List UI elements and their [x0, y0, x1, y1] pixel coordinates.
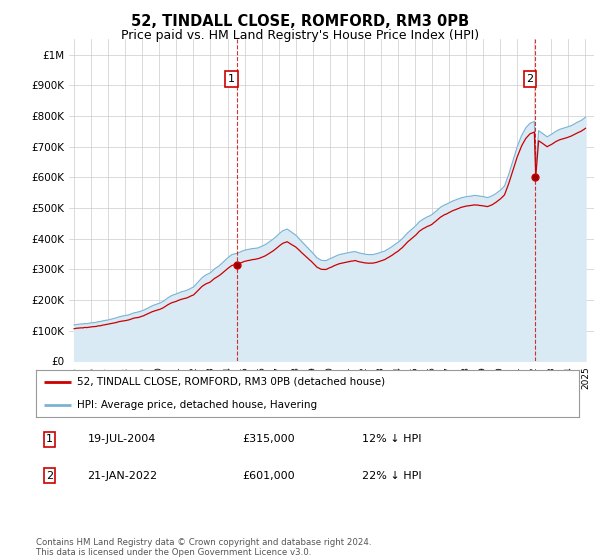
- Text: 2: 2: [46, 471, 53, 480]
- Text: 21-JAN-2022: 21-JAN-2022: [88, 471, 158, 480]
- Text: 12% ↓ HPI: 12% ↓ HPI: [362, 435, 421, 445]
- Text: 1: 1: [228, 74, 235, 84]
- Text: £601,000: £601,000: [242, 471, 295, 480]
- Text: 19-JUL-2004: 19-JUL-2004: [88, 435, 156, 445]
- Text: 52, TINDALL CLOSE, ROMFORD, RM3 0PB: 52, TINDALL CLOSE, ROMFORD, RM3 0PB: [131, 14, 469, 29]
- Text: 1: 1: [46, 435, 53, 445]
- Text: HPI: Average price, detached house, Havering: HPI: Average price, detached house, Have…: [77, 400, 317, 410]
- Text: Contains HM Land Registry data © Crown copyright and database right 2024.
This d: Contains HM Land Registry data © Crown c…: [36, 538, 371, 557]
- Text: 22% ↓ HPI: 22% ↓ HPI: [362, 471, 421, 480]
- Text: Price paid vs. HM Land Registry's House Price Index (HPI): Price paid vs. HM Land Registry's House …: [121, 29, 479, 42]
- Text: £315,000: £315,000: [242, 435, 295, 445]
- Text: 2: 2: [527, 74, 533, 84]
- Text: 52, TINDALL CLOSE, ROMFORD, RM3 0PB (detached house): 52, TINDALL CLOSE, ROMFORD, RM3 0PB (det…: [77, 376, 385, 386]
